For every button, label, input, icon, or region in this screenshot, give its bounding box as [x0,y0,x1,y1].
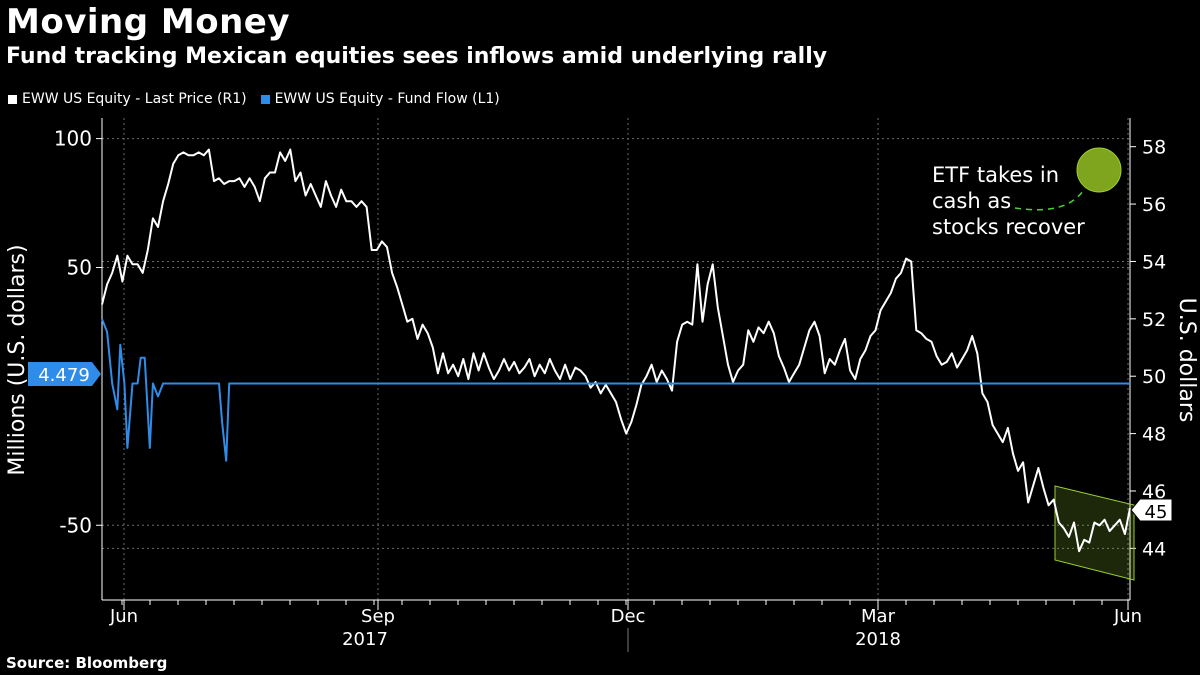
left-value-badge-text: 4.479 [38,365,90,386]
right-tick-label: 56 [1142,194,1166,216]
annotation-line: stocks recover [932,215,1085,239]
right-tick-label: 48 [1142,424,1166,446]
left-axis-ticks: 100 50 -50 [54,118,103,600]
decline-channel-polygon [1054,485,1135,581]
left-tick-label: 100 [54,127,92,151]
year-label-2018: 2018 [855,629,901,650]
right-tick-label: 46 [1142,481,1166,503]
x-tick-label: Sep [361,606,395,627]
right-tick-label: 54 [1142,251,1166,273]
left-tick-label: 50 [67,255,92,279]
right-tick-label: 44 [1142,538,1166,560]
right-axis-ticks: 58 56 54 52 50 48 46 44 [1129,118,1166,600]
legend-item-price: EWW US Equity - Last Price (R1) [8,91,247,107]
right-axis-title: U.S. dollars [1174,298,1199,423]
right-tick-label: 50 [1142,366,1166,388]
legend-item-flow: EWW US Equity - Fund Flow (L1) [260,91,500,107]
right-tick-label: 58 [1142,137,1166,159]
chart-subtitle: Fund tracking Mexican equities sees infl… [6,44,828,69]
value-badges: 4.479 45 [28,362,1173,523]
series-line-flow [101,318,1130,462]
left-value-badge [28,362,101,386]
series-lines [101,148,1131,553]
left-axis-title: Millions (U.S. dollars) [5,244,30,475]
grid-lines [102,118,1130,600]
annotation-highlight-circle [1076,147,1122,193]
x-tick-label: Jun [109,606,138,627]
source-note: Source: Bloomberg [6,654,168,672]
chart-legend: EWW US Equity - Last Price (R1) EWW US E… [8,91,500,107]
series-line-price [101,148,1131,553]
x-axis: Jun Sep Dec Mar Jun 2017 2018 [102,599,1142,652]
annotation-leader-line [1014,187,1086,211]
right-value-badge [1130,498,1173,522]
decline-channel [1054,485,1135,581]
legend-label-price: EWW US Equity - Last Price (R1) [22,91,247,107]
x-tick-label: Jun [1113,606,1142,627]
annotation-line: ETF takes in [932,163,1059,187]
legend-swatch-flow [260,94,270,104]
axis-titles: Millions (U.S. dollars) U.S. dollars [5,244,1199,475]
x-tick-label: Dec [611,606,646,627]
right-tick-label: 52 [1142,309,1166,331]
annotation-group: ETF takes in cash as stocks recover [932,147,1122,239]
legend-label-flow: EWW US Equity - Fund Flow (L1) [274,91,500,107]
left-tick-label: -50 [59,513,92,537]
annotation-line: cash as [932,189,1011,213]
annotation-text: ETF takes in cash as stocks recover [932,163,1085,239]
year-label-2017: 2017 [342,629,388,650]
chart-title: Moving Money [6,2,291,42]
x-tick-label: Mar [861,606,896,627]
right-value-badge-text: 45 [1145,502,1168,523]
legend-swatch-price [8,94,17,104]
